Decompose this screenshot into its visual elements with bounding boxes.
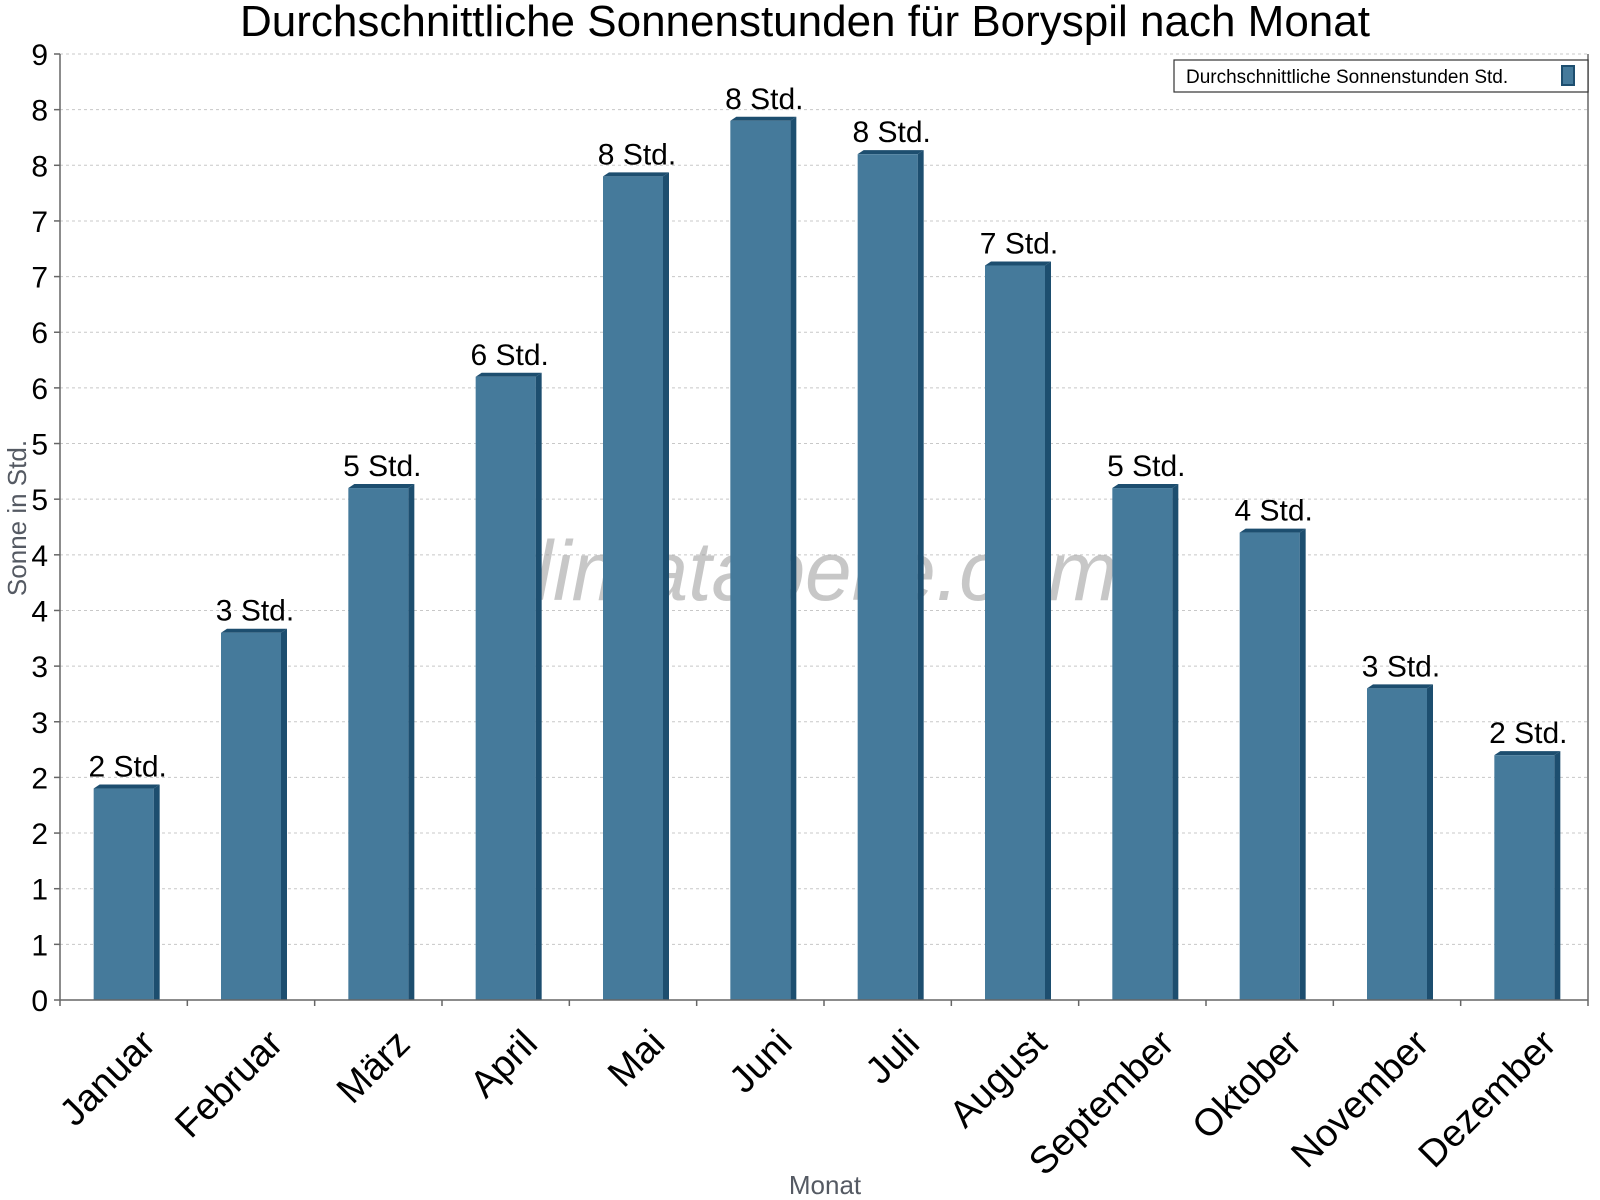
- bar-top: [348, 484, 415, 489]
- data-label: 8 Std.: [725, 83, 803, 116]
- y-tick-label: 1: [31, 929, 48, 962]
- y-tick-label: 4: [31, 595, 48, 628]
- bar-top: [221, 628, 287, 633]
- bar-top: [603, 172, 669, 177]
- bar-top: [93, 784, 160, 789]
- bar: [857, 154, 918, 1001]
- y-tick-label: 3: [31, 651, 48, 684]
- bar-side: [1045, 261, 1051, 1000]
- chart-title: Durchschnittliche Sonnenstunden für Bory…: [240, 0, 1370, 46]
- y-tick-label: 7: [31, 206, 48, 239]
- bar-side: [917, 150, 924, 1001]
- bar: [348, 488, 409, 1000]
- bar-side: [663, 172, 669, 1000]
- x-tick-label: Dezember: [1411, 1022, 1565, 1176]
- bar-side: [790, 116, 797, 1000]
- y-tick-label: 3: [31, 707, 48, 740]
- bar: [1112, 488, 1173, 1000]
- legend: Durchschnittliche Sonnenstunden Std.: [1173, 59, 1589, 93]
- bar-side: [535, 372, 542, 1000]
- data-label: 5 Std.: [1107, 450, 1185, 483]
- bar-top: [475, 372, 542, 377]
- data-label: 2 Std.: [88, 751, 166, 784]
- bar-top: [1239, 528, 1306, 533]
- bar-top: [1367, 684, 1433, 689]
- x-tick-label: November: [1284, 1022, 1438, 1176]
- y-tick-label: 7: [31, 262, 48, 295]
- axes: [59, 54, 1589, 1006]
- grid-lines: [60, 53, 1588, 945]
- y-axis-title: Sonne in Std.: [2, 440, 32, 596]
- data-label: 7 Std.: [980, 227, 1058, 260]
- bar: [93, 788, 154, 1000]
- y-tick-label: 5: [31, 429, 48, 462]
- y-tick-label: 1: [31, 874, 48, 907]
- bar-top: [1112, 484, 1179, 489]
- data-label: 2 Std.: [1489, 717, 1567, 750]
- bar-side: [1299, 528, 1306, 1000]
- data-label: 6 Std.: [470, 339, 548, 372]
- x-tick-label: Oktober: [1185, 1022, 1311, 1148]
- x-tick-label: Juli: [858, 1022, 928, 1092]
- legend-label: Durchschnittliche Sonnenstunden Std.: [1186, 67, 1508, 88]
- x-tick-label: Februar: [167, 1022, 291, 1146]
- y-tick-labels: 0 1 1 2 2 3 3 4 4 5 5 6 6 7 7 8 8 9: [31, 39, 60, 1018]
- bar-side: [1172, 484, 1179, 1000]
- y-tick-label: 5: [31, 484, 48, 517]
- x-tick-label: März: [329, 1022, 418, 1111]
- y-tick-label: 6: [31, 373, 48, 406]
- legend-box: [1173, 59, 1589, 93]
- y-tick-label: 9: [31, 39, 48, 72]
- bar: [603, 176, 663, 1000]
- data-label: 3 Std.: [216, 595, 294, 628]
- x-tick-label: Juni: [721, 1022, 800, 1101]
- bar: [730, 120, 791, 1000]
- bars: [93, 116, 1561, 1001]
- x-tick-label: Mai: [600, 1022, 673, 1095]
- x-tick-label: April: [462, 1022, 545, 1105]
- y-tick-label: 2: [31, 762, 48, 795]
- bar-side: [281, 628, 287, 1000]
- bar-side: [1554, 751, 1561, 1000]
- bar-top: [857, 150, 924, 155]
- data-label: 4 Std.: [1234, 495, 1312, 528]
- data-label: 3 Std.: [1362, 650, 1440, 683]
- data-label: 8 Std.: [852, 116, 930, 149]
- y-tick-label: 8: [31, 95, 48, 128]
- data-label: 5 Std.: [343, 450, 421, 483]
- y-tick-label: 0: [31, 985, 48, 1018]
- x-tick-label: Januar: [52, 1022, 164, 1134]
- y-tick-label: 2: [31, 818, 48, 851]
- bar: [1239, 532, 1300, 1000]
- y-tick-label: 8: [31, 150, 48, 183]
- bar-top: [985, 261, 1051, 266]
- bar: [1367, 688, 1427, 1000]
- bar-side: [1427, 684, 1433, 1000]
- legend-swatch: [1561, 65, 1575, 86]
- data-labels: 2 Std. 3 Std. 5 Std. 6 Std. 8 Std. 8 Std. 8 St…: [88, 83, 1567, 784]
- bar: [1494, 755, 1555, 1000]
- x-axis-title: Monat: [789, 1170, 862, 1200]
- bar-side: [408, 484, 415, 1000]
- bar-top: [730, 116, 797, 121]
- x-tick-label: August: [942, 1022, 1056, 1136]
- data-label: 8 Std.: [598, 138, 676, 171]
- bar: [475, 376, 536, 1000]
- x-tick-labels: Januar Februar März April Mai Juni Juli AugustS…: [52, 1022, 1565, 1183]
- bar-top: [1494, 751, 1561, 756]
- bar-side: [153, 784, 160, 1000]
- y-tick-label: 4: [31, 540, 48, 573]
- bar: [221, 632, 281, 1000]
- y-tick-label: 6: [31, 317, 48, 350]
- bar: [985, 265, 1045, 1000]
